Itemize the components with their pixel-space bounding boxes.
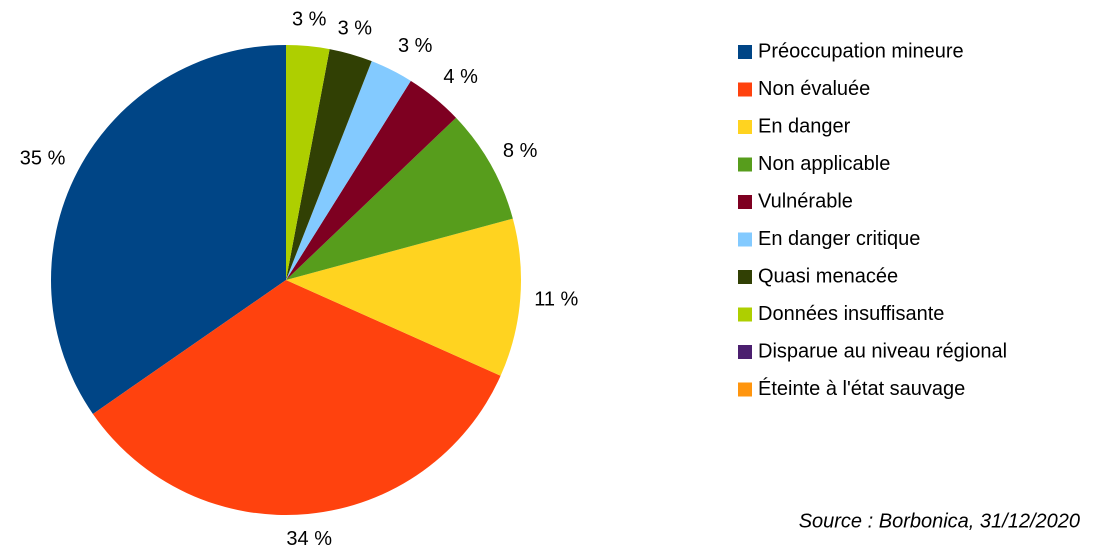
legend-swatch: [738, 82, 752, 97]
data-label: 4 %: [443, 66, 478, 88]
data-label: 3 %: [338, 17, 373, 39]
legend-label: En danger critique: [758, 228, 920, 250]
legend-label: Quasi menacée: [758, 265, 898, 287]
legend-swatch: [738, 232, 752, 247]
legend-label: Non évaluée: [758, 78, 870, 100]
pie-slice: [286, 218, 521, 376]
legend-swatch: [738, 307, 752, 322]
data-label: 8 %: [503, 140, 538, 162]
pie-slice: [286, 45, 330, 280]
pie-slice: [286, 80, 457, 280]
pie-slice: [286, 61, 411, 280]
data-label: 34 %: [286, 528, 332, 550]
legend-swatch: [738, 120, 752, 134]
legend-label: Données insuffisante: [758, 303, 944, 325]
legend-swatch: [738, 195, 752, 209]
data-label: 3 %: [398, 35, 433, 57]
pie-slice: [50, 45, 286, 414]
legend-swatch: [738, 345, 752, 359]
data-label: 11 %: [534, 289, 578, 311]
pie-slice: [286, 117, 513, 280]
data-label: 3 %: [292, 8, 327, 30]
legend-label: En danger: [758, 115, 851, 137]
legend-swatch: [738, 45, 752, 59]
legend-label: Préoccupation mineure: [758, 40, 964, 62]
legend-label: Disparue au niveau régional: [758, 340, 1007, 362]
pie-slice: [92, 280, 501, 515]
source-note: Source : Borbonica, 31/12/2020: [799, 510, 1080, 532]
legend-swatch: [738, 157, 752, 172]
legend-swatch: [738, 270, 752, 284]
legend-swatch: [738, 382, 752, 397]
legend-label: Vulnérable: [758, 190, 853, 212]
legend-label: Non applicable: [758, 153, 890, 175]
legend-label: Éteinte à l'état sauvage: [758, 377, 965, 400]
pie-slice: [286, 49, 372, 280]
data-label: 35 %: [20, 147, 66, 169]
